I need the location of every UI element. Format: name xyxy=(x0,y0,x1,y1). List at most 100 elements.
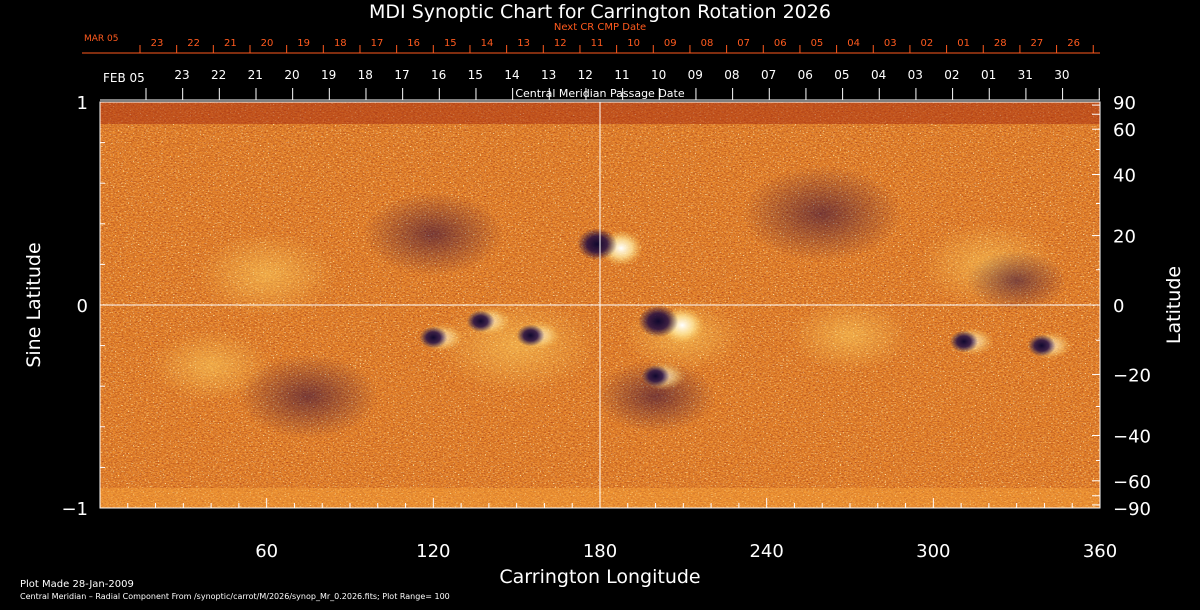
cmp-date-label: 09 xyxy=(688,68,703,82)
y-tick-label-right: 40 xyxy=(1113,166,1136,187)
region-spot xyxy=(466,310,495,333)
cmp-date-label: 03 xyxy=(908,68,923,82)
haze-patch xyxy=(363,191,504,276)
y-tick-label-right: 20 xyxy=(1113,227,1136,248)
haze-patch xyxy=(196,232,337,317)
next-date-label: 13 xyxy=(517,38,530,49)
cmp-date-label: 16 xyxy=(431,68,446,82)
region-spot xyxy=(516,324,545,347)
cmp-date-label: 19 xyxy=(321,68,336,82)
plot-made-note: Plot Made 28-Jan-2009 xyxy=(20,579,134,590)
haze-patch xyxy=(966,250,1067,311)
x-tick-label: 60 xyxy=(255,541,278,562)
next-date-label: 07 xyxy=(737,38,750,49)
cmp-date-label: 06 xyxy=(798,68,813,82)
next-start-label: MAR 05 xyxy=(84,34,119,44)
next-date-label: 23 xyxy=(151,38,164,49)
haze-patch xyxy=(790,299,910,372)
region-negative xyxy=(577,228,618,261)
next-date-label: 09 xyxy=(664,38,677,49)
cmp-date-label: 14 xyxy=(504,68,519,82)
cmp-date-label: 02 xyxy=(944,68,959,82)
cmp-date-label: 22 xyxy=(211,68,226,82)
x-tick-label: 120 xyxy=(416,541,450,562)
cmp-date-label: 31 xyxy=(1018,68,1033,82)
haze-patch xyxy=(742,165,903,262)
cmp-date-label: 15 xyxy=(468,68,483,82)
x-tick-label: 300 xyxy=(916,541,950,562)
next-date-label: 27 xyxy=(1031,38,1044,49)
cmp-date-label: 30 xyxy=(1054,68,1069,82)
x-tick-label: 360 xyxy=(1083,541,1117,562)
active-region xyxy=(419,323,464,352)
next-date-label: 03 xyxy=(884,38,897,49)
region-spot xyxy=(419,326,448,349)
region-spot xyxy=(641,365,670,388)
next-date-label: 19 xyxy=(297,38,310,49)
next-date-label: 04 xyxy=(847,38,860,49)
cmp-date-label: 05 xyxy=(834,68,849,82)
next-date-label: 12 xyxy=(554,38,567,49)
haze-patch xyxy=(436,297,597,394)
cmp-date-label: 08 xyxy=(724,68,739,82)
next-date-label: 16 xyxy=(407,38,420,49)
y-tick-label-left: 1 xyxy=(77,93,88,114)
cmp-start-label: FEB 05 xyxy=(103,71,145,85)
y-tick-label-right: −90 xyxy=(1113,499,1151,520)
cmp-date-label: 12 xyxy=(578,68,593,82)
cmp-date-label: 21 xyxy=(248,68,263,82)
next-date-label: 22 xyxy=(187,38,200,49)
next-date-label: 10 xyxy=(627,38,640,49)
next-date-label: 26 xyxy=(1067,38,1080,49)
next-date-label: 05 xyxy=(811,38,824,49)
source-note: Central Meridian – Radial Component From… xyxy=(20,592,450,601)
region-spot xyxy=(949,330,978,353)
y-tick-label-left: 0 xyxy=(77,296,88,317)
y-tick-label-right: −20 xyxy=(1113,365,1151,386)
next-date-label: 14 xyxy=(481,38,494,49)
cmp-date-label: 07 xyxy=(761,68,776,82)
cmp-date-label: 20 xyxy=(284,68,299,82)
next-date-label: 17 xyxy=(371,38,384,49)
haze-patch xyxy=(151,329,272,402)
next-date-label: 11 xyxy=(591,38,604,49)
cmp-date-label: 17 xyxy=(394,68,409,82)
next-date-label: 01 xyxy=(957,38,970,49)
haze-patch xyxy=(595,360,716,433)
cmp-date-label: 10 xyxy=(651,68,666,82)
y-axis-label-left: Sine Latitude xyxy=(23,242,45,367)
next-date-label: 21 xyxy=(224,38,237,49)
active-region xyxy=(641,362,686,391)
x-axis-label: Carrington Longitude xyxy=(499,566,700,588)
cmp-date-label: 18 xyxy=(358,68,373,82)
next-cr-cmp-label: Next CR CMP Date xyxy=(553,22,647,33)
y-tick-label-right: 90 xyxy=(1113,93,1136,114)
next-date-label: 20 xyxy=(261,38,274,49)
y-axis-label-right: Latitude xyxy=(1163,266,1185,344)
region-spot xyxy=(1027,334,1056,357)
next-date-label: 06 xyxy=(774,38,787,49)
y-tick-label-left: −1 xyxy=(61,499,88,520)
cmp-axis-label: Central Meridian Passage Date xyxy=(515,87,685,100)
y-tick-label-right: 0 xyxy=(1113,296,1124,317)
y-tick-label-right: −40 xyxy=(1113,426,1151,447)
active-region xyxy=(949,327,994,356)
chart-title: MDI Synoptic Chart for Carrington Rotati… xyxy=(369,1,831,23)
x-tick-label: 180 xyxy=(583,541,617,562)
active-region xyxy=(516,321,561,350)
y-tick-label-right: −60 xyxy=(1113,472,1151,493)
cmp-date-label: 23 xyxy=(174,68,189,82)
next-date-label: 28 xyxy=(994,38,1007,49)
next-date-label: 18 xyxy=(334,38,347,49)
active-region xyxy=(1027,331,1072,360)
active-region xyxy=(638,305,705,344)
cmp-date-label: 11 xyxy=(614,68,629,82)
haze-patch xyxy=(238,354,379,439)
cmp-date-label: 13 xyxy=(541,68,556,82)
cmp-date-label: 04 xyxy=(871,68,886,82)
next-date-label: 02 xyxy=(921,38,934,49)
cmp-date-label: 01 xyxy=(981,68,996,82)
y-tick-label-right: 60 xyxy=(1113,120,1136,141)
x-tick-label: 240 xyxy=(749,541,783,562)
